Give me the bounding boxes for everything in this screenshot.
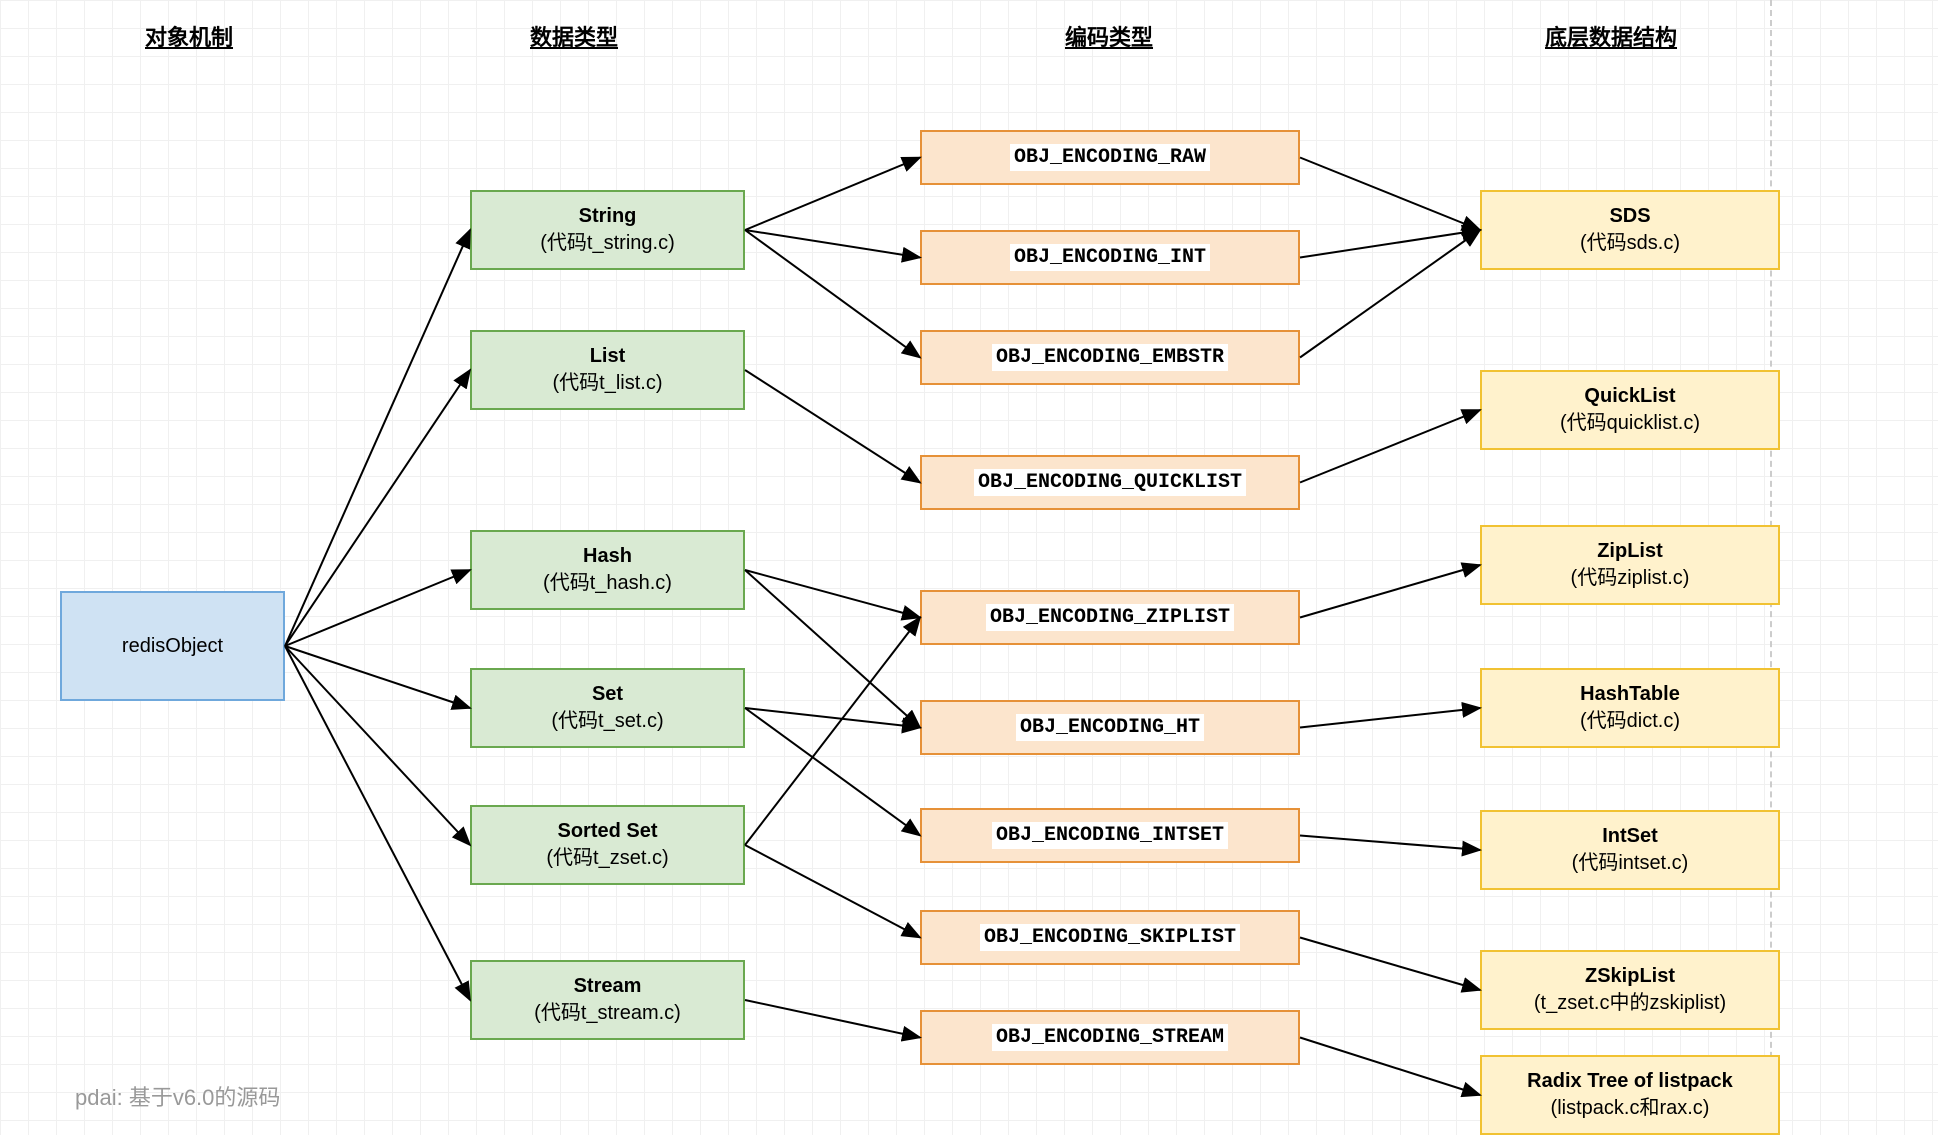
node-encoding-obj_encoding_ht: OBJ_ENCODING_HT xyxy=(920,700,1300,755)
struct-sub: (代码ziplist.c) xyxy=(1571,565,1690,592)
node-encoding-obj_encoding_embstr: OBJ_ENCODING_EMBSTR xyxy=(920,330,1300,385)
encoding-label: OBJ_ENCODING_ZIPLIST xyxy=(986,604,1234,631)
node-struct-intset: IntSet(代码intset.c) xyxy=(1480,810,1780,890)
type-sub: (代码t_stream.c) xyxy=(534,1000,681,1027)
node-encoding-obj_encoding_intset: OBJ_ENCODING_INTSET xyxy=(920,808,1300,863)
node-encoding-obj_encoding_raw: OBJ_ENCODING_RAW xyxy=(920,130,1300,185)
node-type-sorted-set: Sorted Set(代码t_zset.c) xyxy=(470,805,745,885)
struct-title: ZipList xyxy=(1597,538,1663,565)
node-encoding-obj_encoding_ziplist: OBJ_ENCODING_ZIPLIST xyxy=(920,590,1300,645)
struct-sub: (listpack.c和rax.c) xyxy=(1551,1095,1710,1122)
struct-sub: (t_zset.c中的zskiplist) xyxy=(1534,990,1726,1017)
node-struct-quicklist: QuickList(代码quicklist.c) xyxy=(1480,370,1780,450)
encoding-label: OBJ_ENCODING_INTSET xyxy=(992,822,1228,849)
encoding-label: OBJ_ENCODING_EMBSTR xyxy=(992,344,1228,371)
type-title: String xyxy=(579,203,637,230)
type-sub: (代码t_list.c) xyxy=(553,370,663,397)
type-title: Sorted Set xyxy=(557,818,657,845)
struct-title: SDS xyxy=(1609,203,1650,230)
struct-title: HashTable xyxy=(1580,681,1680,708)
encoding-label: OBJ_ENCODING_HT xyxy=(1016,714,1204,741)
header-col2: 数据类型 xyxy=(530,20,618,52)
type-sub: (代码t_zset.c) xyxy=(546,845,668,872)
encoding-label: OBJ_ENCODING_RAW xyxy=(1010,144,1210,171)
encoding-label: OBJ_ENCODING_QUICKLIST xyxy=(974,469,1246,496)
type-sub: (代码t_set.c) xyxy=(551,708,663,735)
node-struct-radix-tree-of-listpack: Radix Tree of listpack(listpack.c和rax.c) xyxy=(1480,1055,1780,1135)
encoding-label: OBJ_ENCODING_INT xyxy=(1010,244,1210,271)
node-struct-sds: SDS(代码sds.c) xyxy=(1480,190,1780,270)
struct-title: ZSkipList xyxy=(1585,963,1675,990)
node-type-list: List(代码t_list.c) xyxy=(470,330,745,410)
node-type-hash: Hash(代码t_hash.c) xyxy=(470,530,745,610)
node-struct-ziplist: ZipList(代码ziplist.c) xyxy=(1480,525,1780,605)
header-col1: 对象机制 xyxy=(145,20,233,52)
type-title: Hash xyxy=(583,543,632,570)
encoding-label: OBJ_ENCODING_STREAM xyxy=(992,1024,1228,1051)
header-col4: 底层数据结构 xyxy=(1545,20,1677,52)
struct-sub: (代码dict.c) xyxy=(1580,708,1680,735)
struct-sub: (代码intset.c) xyxy=(1572,850,1689,877)
struct-title: IntSet xyxy=(1602,823,1658,850)
root-label: redisObject xyxy=(122,633,223,660)
encoding-label: OBJ_ENCODING_SKIPLIST xyxy=(980,924,1240,951)
struct-title: QuickList xyxy=(1584,383,1675,410)
node-encoding-obj_encoding_skiplist: OBJ_ENCODING_SKIPLIST xyxy=(920,910,1300,965)
node-encoding-obj_encoding_stream: OBJ_ENCODING_STREAM xyxy=(920,1010,1300,1065)
type-sub: (代码t_string.c) xyxy=(540,230,674,257)
node-encoding-obj_encoding_int: OBJ_ENCODING_INT xyxy=(920,230,1300,285)
node-struct-zskiplist: ZSkipList(t_zset.c中的zskiplist) xyxy=(1480,950,1780,1030)
node-encoding-obj_encoding_quicklist: OBJ_ENCODING_QUICKLIST xyxy=(920,455,1300,510)
header-col3: 编码类型 xyxy=(1065,20,1153,52)
struct-title: Radix Tree of listpack xyxy=(1527,1068,1733,1095)
node-struct-hashtable: HashTable(代码dict.c) xyxy=(1480,668,1780,748)
node-redisobject: redisObject xyxy=(60,591,285,701)
node-type-stream: Stream(代码t_stream.c) xyxy=(470,960,745,1040)
type-title: Stream xyxy=(574,973,642,1000)
type-sub: (代码t_hash.c) xyxy=(543,570,672,597)
node-type-string: String(代码t_string.c) xyxy=(470,190,745,270)
type-title: Set xyxy=(592,681,623,708)
footnote: pdai: 基于v6.0的源码 xyxy=(75,1080,280,1112)
node-type-set: Set(代码t_set.c) xyxy=(470,668,745,748)
struct-sub: (代码quicklist.c) xyxy=(1560,410,1700,437)
struct-sub: (代码sds.c) xyxy=(1580,230,1680,257)
type-title: List xyxy=(590,343,626,370)
